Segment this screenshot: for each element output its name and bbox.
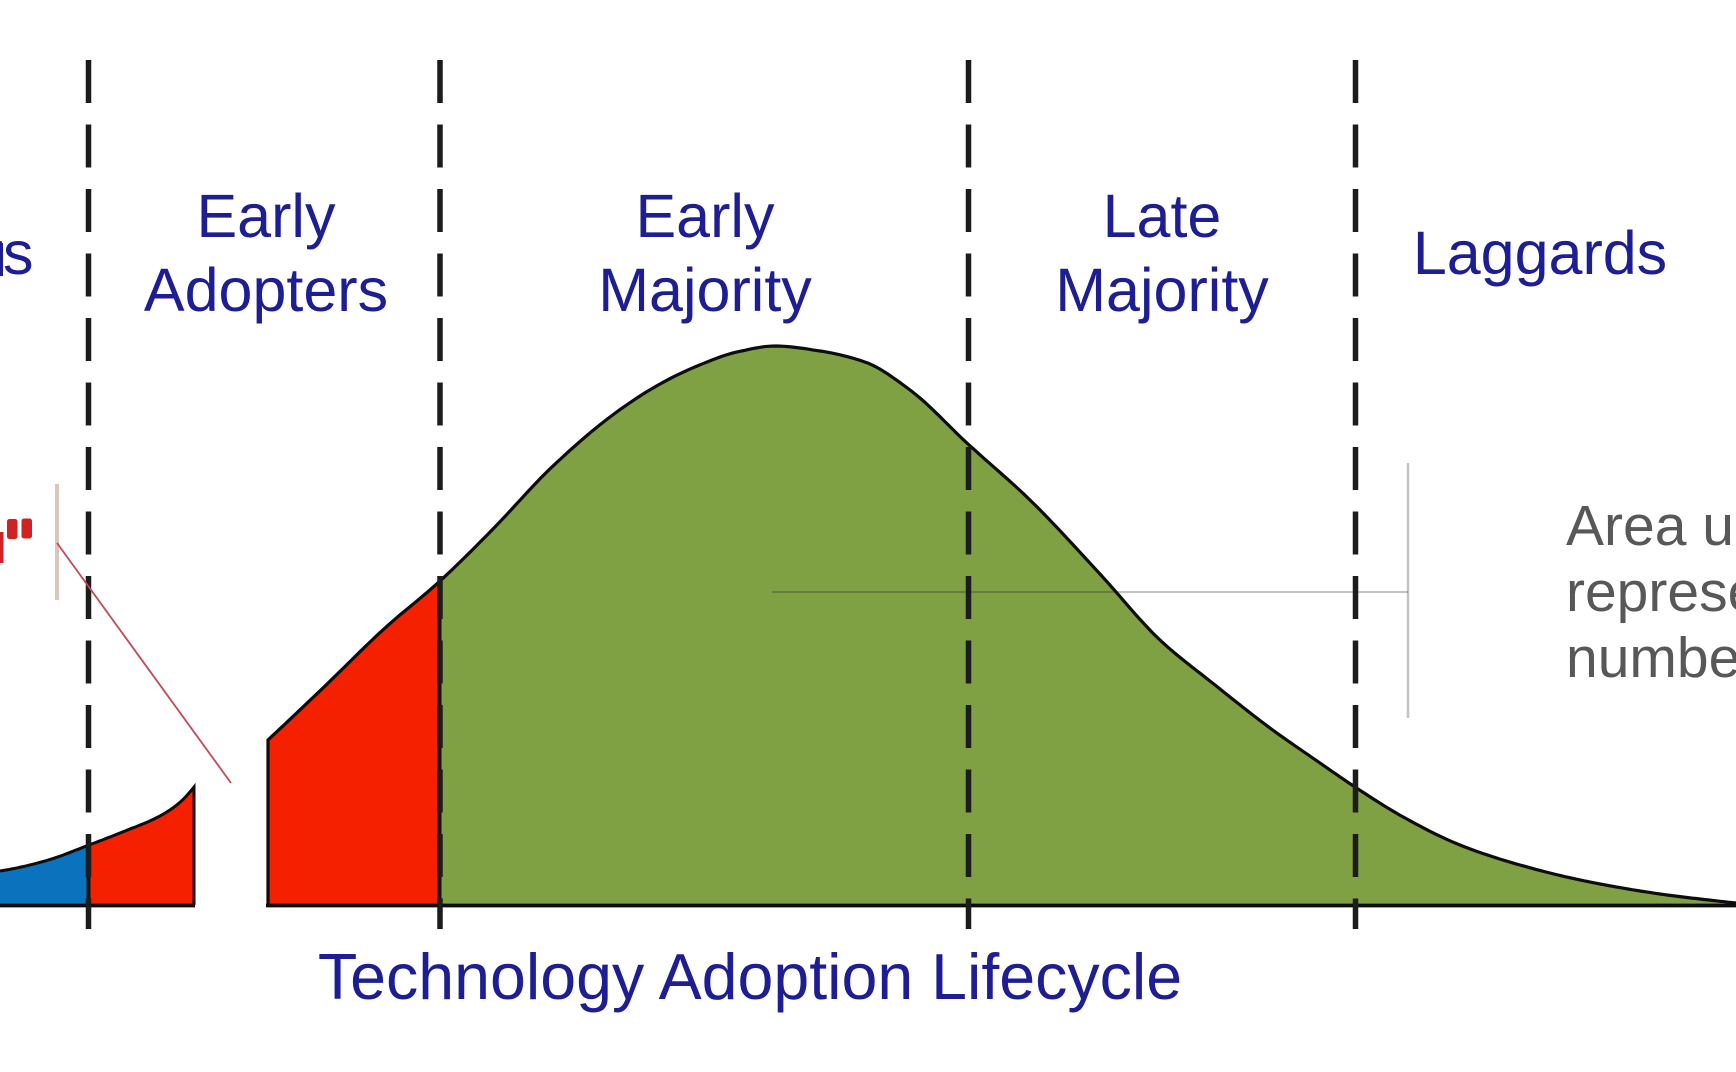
svg-text:Technology Adoption Lifecycle: Technology Adoption Lifecycle [318, 941, 1182, 1013]
svg-text:Late: Late [1103, 182, 1222, 250]
svg-text:Laggards: Laggards [1413, 219, 1667, 287]
svg-text:Adopters: Adopters [144, 256, 388, 324]
svg-text:represents the: represents the [1566, 560, 1736, 624]
svg-text:number of customers: number of customers [1566, 626, 1736, 690]
svg-text:Early: Early [636, 182, 775, 250]
svg-text:Majority: Majority [598, 256, 812, 324]
svg-text:Early: Early [197, 182, 336, 250]
svg-text:Majority: Majority [1055, 256, 1269, 324]
svg-text:Innovators: Innovators [0, 219, 34, 287]
svg-text:Area under the curve: Area under the curve [1566, 494, 1736, 558]
